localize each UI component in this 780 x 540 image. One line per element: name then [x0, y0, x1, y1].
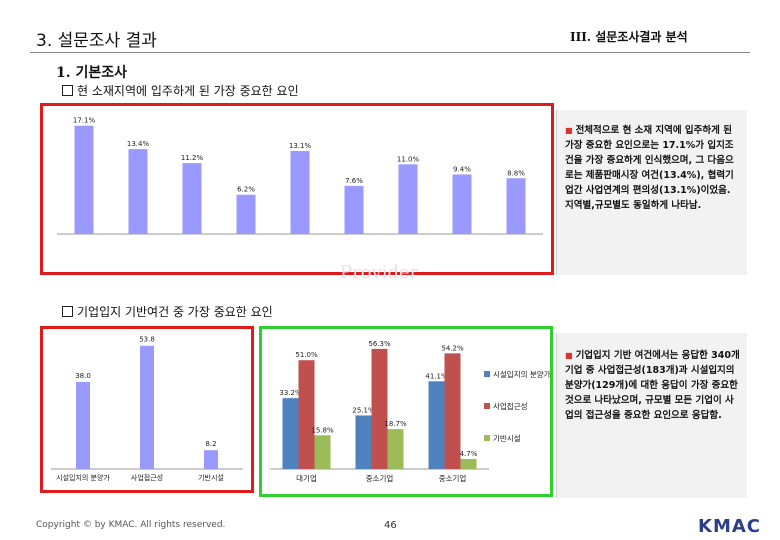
chart3-legend-swatch: [484, 371, 490, 377]
chapter-title: III. 설문조사결과 분석: [570, 30, 688, 44]
chart2-value-label: 38.0: [75, 372, 91, 380]
chart3-bar: [460, 458, 477, 469]
q2-heading-text: 기업입지 기반여건 중 가장 중요한 요인: [77, 305, 273, 319]
chart1-value-label: 11.2%: [181, 154, 204, 162]
chart3-frame: 33.2% 51.0% 15.8% 대기업 25.1% 56.3% 18.7% 중소기업 41.…: [259, 326, 553, 497]
chart1-value-label: 7.6%: [345, 177, 363, 185]
q1-note-text: 전체적으로 현 소재 지역에 입주하게 된 가장 중요한 요인으로는 17.1%…: [565, 125, 734, 211]
q1-note-panel: [556, 110, 747, 275]
copyright: Copyright © by KMAC. All rights reserved…: [36, 520, 226, 530]
chart3-bar: [282, 398, 299, 469]
chart1-bar: [344, 185, 364, 234]
chart2-category-label: 시설입지의 분양가: [56, 473, 110, 482]
chart3-value-label: 15.8%: [311, 426, 334, 434]
q1-heading: 현 소재지역에 입주하게 된 가장 중요한 요인: [62, 82, 299, 99]
chart1-bar: [74, 125, 94, 234]
chart3-value-label: 41.1%: [425, 372, 448, 380]
chart2-svg: 38.0 시설입지의 분양가 53.8 사업접근성 8.2 기반시설: [51, 336, 243, 482]
chart3-value-label: 33.2%: [279, 389, 302, 397]
chart2-frame: 38.0 시설입지의 분양가 53.8 사업접근성 8.2 기반시설: [40, 326, 254, 493]
kmac-logo: KMAC: [698, 516, 762, 537]
chart3-legend-swatch: [484, 403, 490, 409]
chart1-value-label: 13.1%: [289, 142, 312, 150]
chart1-bar: [452, 174, 472, 234]
chart3-value-label: 25.1%: [352, 406, 375, 414]
page-title: 3. 설문조사 결과: [36, 31, 157, 51]
red-square-bullet-icon: ■: [565, 126, 573, 135]
chart3-value-label: 54.2%: [441, 344, 464, 352]
q1-note: ■ 전체적으로 현 소재 지역에 입주하게 된 가장 중요한 요인으로는 17.1…: [565, 123, 741, 213]
chart1-value-label: 6.2%: [237, 186, 255, 194]
page-number: 46: [384, 520, 397, 531]
chart1-value-label: 13.4%: [127, 140, 150, 148]
chart2-bar: [204, 450, 218, 469]
chart3-category-label: 중소기업: [366, 474, 394, 483]
chart3-legend-label: 시설입지의 분양가: [493, 369, 550, 379]
chart1-bar: [236, 194, 256, 234]
q2-note-text: 기업입지 기반 여건에서는 응답한 340개 기업 중 사업접근성(183개)과…: [565, 350, 740, 421]
chart1-bar: [182, 163, 202, 234]
chart3-value-label: 51.0%: [295, 351, 318, 359]
chart1-bar: [290, 151, 310, 234]
q2-note: ■ 기업입지 기반 여건에서는 응답한 340개 기업 중 사업접근성(183개)…: [565, 348, 741, 423]
chart2-bar: [140, 345, 154, 469]
chart3-legend-swatch: [484, 435, 490, 441]
chart1-bar: [128, 149, 148, 234]
chart3-bar: [355, 415, 372, 469]
chart3-bar: [444, 353, 461, 469]
q2-note-panel: [556, 333, 747, 498]
chart3-legend-label: 사업접근성: [493, 402, 528, 411]
chart2-value-label: 53.8: [139, 336, 155, 344]
chart3-bar: [298, 360, 315, 469]
chart3-category-label: 중소기업: [439, 474, 467, 483]
chart3-bar: [314, 435, 331, 469]
chart1-value-label: 8.8%: [507, 169, 525, 177]
chart1-svg: 17.1% 13.4% 11.2% 6.2% 13.1% 7.6% 11.0% 9.4% 8.8…: [57, 117, 543, 235]
chart1-value-label: 11.0%: [397, 155, 420, 163]
chart1-value-label: 9.4%: [453, 165, 471, 173]
chart2-category-label: 사업접근성: [131, 473, 163, 482]
chart3-bar: [371, 348, 388, 469]
chart2-bar: [76, 381, 90, 469]
section-title: 1. 기본조사: [56, 65, 128, 81]
chart1-value-label: 17.1%: [73, 117, 96, 125]
watermark: Provider: [340, 262, 419, 283]
chart1-bar: [506, 178, 526, 234]
checkbox-bullet-icon: [62, 306, 73, 317]
chart3-bar: [428, 381, 445, 469]
chart3-category-label: 대기업: [296, 474, 317, 483]
chart3-value-label: 56.3%: [368, 340, 391, 348]
chart1-frame: 17.1% 13.4% 11.2% 6.2% 13.1% 7.6% 11.0% 9.4% 8.8…: [40, 103, 554, 275]
chart2-category-label: 기반시설: [198, 473, 224, 482]
title-divider: [30, 52, 750, 53]
chart3-legend-label: 기반시설: [493, 434, 521, 443]
q2-heading: 기업입지 기반여건 중 가장 중요한 요인: [62, 303, 273, 320]
chart3-svg: 33.2% 51.0% 15.8% 대기업 25.1% 56.3% 18.7% 중소기업 41.…: [270, 340, 551, 483]
q1-heading-text: 현 소재지역에 입주하게 된 가장 중요한 요인: [77, 84, 299, 98]
chart2-value-label: 8.2: [205, 440, 216, 448]
chart1-bar: [398, 164, 418, 234]
chart3-value-label: 18.7%: [384, 420, 407, 428]
chart3-bar: [387, 429, 404, 469]
checkbox-bullet-icon: [62, 85, 73, 96]
chart3-value-label: 4.7%: [460, 450, 478, 458]
red-square-bullet-icon: ■: [565, 351, 573, 360]
